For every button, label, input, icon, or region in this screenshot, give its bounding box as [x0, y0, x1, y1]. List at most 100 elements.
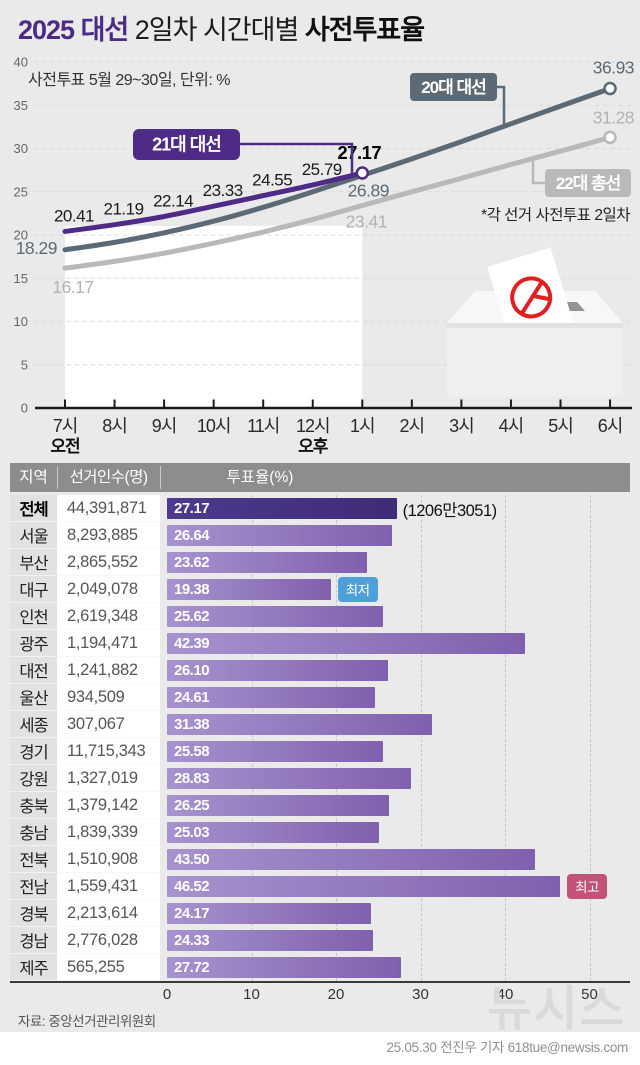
value-label: 23.41 — [346, 212, 387, 232]
table-row: 대전 1,241,882 26.10 — [10, 657, 630, 684]
region-name: 전체 — [10, 495, 57, 522]
y-tick-label: 5 — [21, 357, 28, 372]
value-label: 20.41 — [54, 206, 94, 225]
vote-rate-value: 25.58 — [174, 743, 210, 760]
table-row: 울산 934,509 24.61 — [10, 684, 630, 711]
series-endpoint-marker — [603, 81, 617, 96]
voter-count: 565,255 — [57, 954, 160, 981]
vote-rate-bar: 46.52 — [167, 876, 561, 897]
vote-stamp-icon — [510, 276, 553, 319]
bar-cell: 43.50 — [163, 846, 630, 873]
voter-count: 2,049,078 — [57, 576, 160, 603]
vote-rate-value: 42.39 — [174, 635, 210, 652]
bar-cell: 27.72 — [163, 954, 630, 981]
ballot-box-illustration — [447, 247, 623, 397]
title-bold: 사전투표율 — [304, 15, 425, 45]
col-header-rate: 투표율(%) — [226, 469, 294, 486]
y-tick-label: 0 — [21, 401, 28, 416]
hour-label: 12시 — [296, 416, 330, 436]
bar-cell: 25.03 — [163, 819, 630, 846]
vote-rate-value: 19.38 — [174, 581, 210, 598]
voter-count: 2,776,028 — [57, 927, 160, 954]
header-separator — [160, 466, 161, 489]
voter-count: 1,510,908 — [57, 846, 160, 873]
vote-rate-value: 24.61 — [174, 689, 210, 706]
voter-count: 307,067 — [57, 711, 160, 738]
voter-count: 2,213,614 — [57, 900, 160, 927]
vote-rate-bar: 43.50 — [167, 849, 535, 870]
vote-rate-value: 24.33 — [174, 932, 210, 949]
voter-count: 934,509 — [57, 684, 160, 711]
bar-axis-tick-label: 30 — [412, 986, 429, 1003]
bar-cell: 23.62 — [163, 549, 630, 576]
hour-label: 11시 — [247, 416, 279, 436]
vote-rate-value: 26.10 — [174, 662, 210, 679]
footer-strip — [0, 1032, 640, 1065]
y-tick-label: 25 — [14, 184, 28, 199]
table-row: 전남 1,559,431 46.52 최고 — [10, 873, 630, 900]
legend-connector — [531, 157, 545, 185]
series-line-3 — [62, 134, 613, 271]
value-label: 21.19 — [104, 200, 144, 219]
vote-rate-value: 26.64 — [174, 527, 210, 544]
table-row: 충북 1,379,142 26.25 — [10, 792, 630, 819]
vote-rate-bar: 25.62 — [167, 606, 384, 627]
region-name: 충남 — [10, 819, 57, 846]
vote-rate-value: 26.25 — [174, 797, 210, 814]
vote-rate-value: 43.50 — [174, 851, 210, 868]
hour-label: 10시 — [197, 416, 231, 436]
y-tick-label: 35 — [14, 98, 28, 113]
value-label: 18.29 — [16, 238, 57, 258]
table-row: 대구 2,049,078 19.38 최저 — [10, 576, 630, 603]
title-middle: 2일차 시간대별 — [134, 15, 300, 45]
header-separator — [57, 466, 58, 489]
voter-count: 11,715,343 — [57, 738, 160, 765]
bar-axis-tick-label: 40 — [496, 986, 514, 1003]
series-endpoint-marker — [355, 166, 370, 180]
vote-rate-bar: 42.39 — [167, 633, 526, 654]
vote-rate-value: 46.52 — [174, 878, 210, 895]
am-label: 오전 — [50, 437, 80, 456]
table-bottom-axis — [10, 981, 630, 983]
bar-gridline — [251, 495, 253, 981]
regional-turnout-table: 전체 44,391,871 27.17 (1206만3051) 서울 8,293,885 2… — [10, 495, 630, 981]
series-label: 22대 총선 — [556, 174, 621, 193]
vote-rate-value: 23.62 — [174, 554, 210, 571]
bar-axis-tick-label: 50 — [581, 986, 598, 1003]
voter-count: 8,293,885 — [57, 522, 160, 549]
voter-count: 1,839,339 — [57, 819, 160, 846]
value-label: 24.55 — [252, 171, 292, 190]
hour-label: 1시 — [350, 416, 375, 436]
bar-axis-tick-label: 20 — [327, 986, 345, 1003]
table-row: 광주 1,194,471 42.39 — [10, 630, 630, 657]
region-name: 경북 — [10, 900, 57, 927]
vote-rate-bar: 28.83 — [167, 768, 411, 789]
data-source: 자료: 중앙선거관리위원회 — [18, 1014, 156, 1029]
bar-gridline — [505, 495, 506, 981]
bar-gridline — [336, 495, 337, 981]
bar-cell: 24.61 — [163, 684, 630, 711]
voter-count: 1,194,471 — [57, 630, 160, 657]
table-row: 충남 1,839,339 25.03 — [10, 819, 630, 846]
vote-rate-bar: 23.62 — [167, 552, 367, 573]
hour-label: 8시 — [102, 416, 127, 436]
vote-rate-bar: 26.25 — [167, 795, 389, 816]
vote-rate-value: 28.83 — [174, 770, 210, 787]
bar-cell: 24.17 — [163, 900, 630, 927]
region-name: 경남 — [10, 927, 57, 954]
voter-count: 1,559,431 — [57, 873, 160, 900]
y-tick-label: 40 — [14, 55, 28, 70]
bar-cell: 26.25 — [163, 792, 630, 819]
chart-subtitle: 사전투표 5월 29~30일, 단위: % — [28, 72, 231, 89]
table-row: 전북 1,510,908 43.50 — [10, 846, 630, 873]
series-line-1 — [62, 170, 365, 234]
vote-rate-value: 27.72 — [174, 959, 210, 976]
series-line-2 — [62, 86, 613, 253]
value-label: 26.89 — [348, 180, 389, 200]
vote-rate-bar: 24.33 — [167, 930, 373, 951]
title-highlight: 2025 대선 — [18, 15, 129, 45]
vote-rate-value: 25.03 — [174, 824, 210, 841]
region-name: 대전 — [10, 657, 57, 684]
hour-label: 4시 — [499, 416, 524, 436]
voter-count: 1,327,019 — [57, 765, 160, 792]
